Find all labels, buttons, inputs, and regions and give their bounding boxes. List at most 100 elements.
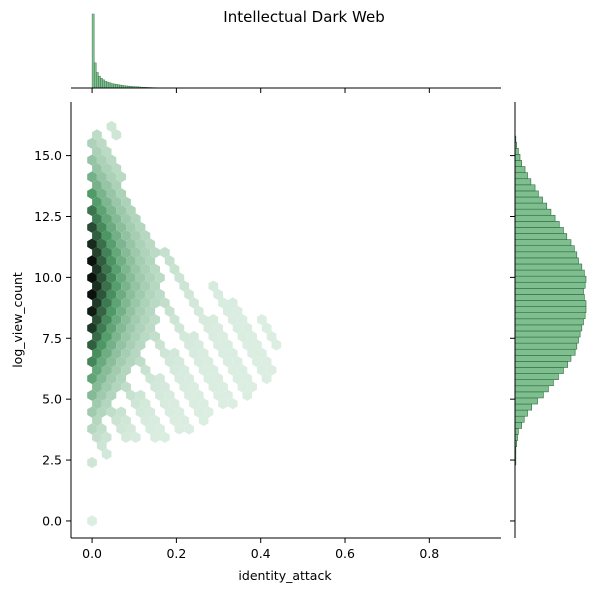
x-tick-label: 0.0 [82,546,102,561]
hexbin-cell [126,339,136,351]
marginal-y-bar [514,269,585,277]
hexbin-outlier-cell [87,515,97,527]
hexbin-cell [126,322,136,334]
hexbin-cell [121,330,131,343]
hexbin-cell [261,356,272,368]
hexbin-cell [92,162,102,175]
hexbin-cell [130,330,141,343]
hexbin-cell [111,162,122,175]
hexbin-cell [130,280,141,292]
hexbin-cell [135,305,146,317]
hexbin-cell [261,322,272,334]
hexbin-cell [135,221,146,233]
hexbin-cell [145,372,156,385]
hexbin-cell [116,305,126,317]
hexbin-cell [223,356,233,368]
hexbin-cell [145,423,156,435]
hexbin-cell [257,347,267,359]
x-tick-label: 0.2 [166,546,186,561]
hexbin-cell [213,322,223,334]
hexbin-cell [87,389,97,401]
hexbin-cell [96,171,107,183]
hexbin-cell [271,339,282,351]
joint-hexbin-plot: 0.0 0.2 0.4 0.6 0.8 0.0 2.5 5.0 7.5 10.0 12.5 15.0 [34,102,501,561]
hexbin-cell [116,322,126,334]
hexbin-cell [106,322,117,334]
hexbin-cell [96,372,107,385]
hexbin-cell [164,406,175,418]
hexbin-cell [140,280,151,292]
hexbin-cell [111,213,122,225]
hexbin-cell [237,381,248,393]
marginal-y-bar [514,166,526,173]
marginal-y-bar [514,324,583,332]
hexbin-cell [101,297,112,309]
y-tick-label: 0.0 [42,513,62,528]
hexbin-cell [92,330,102,343]
hexbin-cell [223,305,233,317]
hexbin-cell [155,389,165,401]
marginal-x-bar [112,83,116,89]
hexbin-cell [106,305,117,317]
hexbin-cell [227,297,238,309]
hexbin-cell [135,356,146,368]
hexbin-cell [87,322,97,334]
hexbin-cell [257,364,267,376]
marginal-y-bar [514,221,560,228]
hexbin-cell [184,389,194,401]
hexbin-cell [189,347,199,359]
marginal-y-bar [514,428,519,435]
marginal-y-bar [514,227,564,234]
hexbin-cell [140,364,151,376]
hexbin-cell [96,137,107,149]
hexbin-cell [87,456,97,469]
hexbin-cell [213,389,223,401]
hexbin-cell [174,406,185,418]
hexbin-cell [266,330,277,343]
hexbin-cell [145,288,156,301]
marginal-y-bar [514,202,548,210]
hexbin-cell [179,364,190,376]
hexbin-cell [257,314,267,326]
hexbin-cell [96,204,107,217]
hexbin-cell [237,330,248,343]
x-axis-label: identity_attack [238,568,332,583]
hexbin-cell [101,246,112,259]
marginal-y-bar [514,263,583,271]
hexbin-cell [140,314,151,326]
hexbin-cell [106,339,117,351]
hexbin-cell [96,389,107,401]
hexbin-cell [126,356,136,368]
hexbin-cell [160,431,170,443]
marginal-y-bar [514,147,519,155]
hexbin-cell [208,381,219,393]
hexbin-cell [174,356,185,368]
hexbin-cell [116,406,126,418]
hexbin-cell [130,213,141,225]
hexbin-cell [150,381,160,393]
hexbin-cell [101,330,112,343]
hexbin-cell [140,398,151,410]
hexbin-cell [184,372,194,385]
hexbin-cell [87,171,97,183]
marginal-y-bar [514,330,581,338]
marginal-y-bar [514,391,544,399]
hexbin-cell [247,347,257,359]
hexbin-cell [92,213,102,225]
hexbin-cell [87,188,97,200]
hexbin-cell [203,322,214,334]
marginal-y-bar [514,318,584,326]
hexbin-cell [101,230,112,242]
hexbin-cell [96,406,107,418]
y-tick-label: 10.0 [34,270,62,285]
hexbin-cell [116,339,126,351]
hexbin-cell [150,314,160,326]
y-tick-label: 7.5 [42,331,62,346]
hexbin-cell [96,221,107,233]
hexbin-cell [213,339,223,351]
hexbin-cell [218,398,228,410]
marginal-y-bar [514,190,539,198]
hexbin-cell [101,162,112,175]
hexbin-cell [96,188,107,200]
marginal-y-bar [514,342,578,350]
